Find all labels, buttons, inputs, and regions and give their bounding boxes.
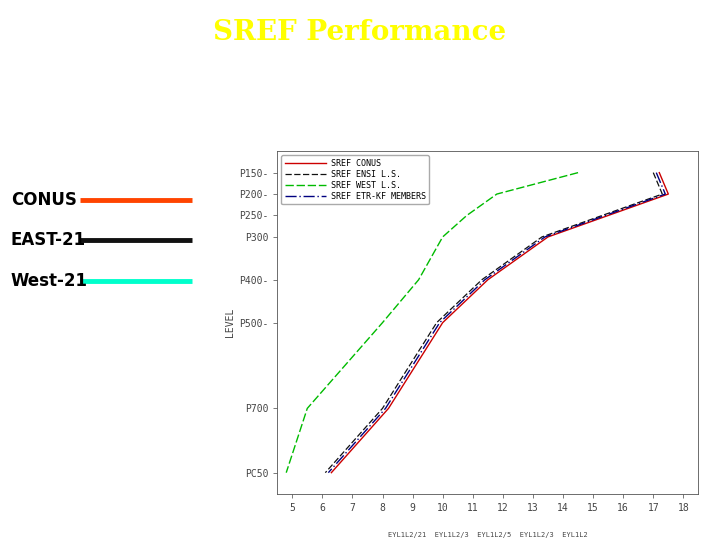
Text: SREF Performance: SREF Performance [213,19,507,46]
Text: EYL1L2/21  EYL1L2/3  EYL1L2/5  EYL1L2/3  EYL1L2: EYL1L2/21 EYL1L2/3 EYL1L2/5 EYL1L2/3 EYL… [388,532,588,538]
Text: West-21: West-21 [11,272,88,290]
Text: CONUS: CONUS [11,191,76,209]
Legend: SREF CONUS, SREF ENSI L.S., SREF WEST L.S., SREF ETR-KF MEMBERS: SREF CONUS, SREF ENSI L.S., SREF WEST L.… [282,156,429,204]
Y-axis label: LEVEL: LEVEL [225,308,235,338]
Text: EAST-21: EAST-21 [11,231,86,249]
